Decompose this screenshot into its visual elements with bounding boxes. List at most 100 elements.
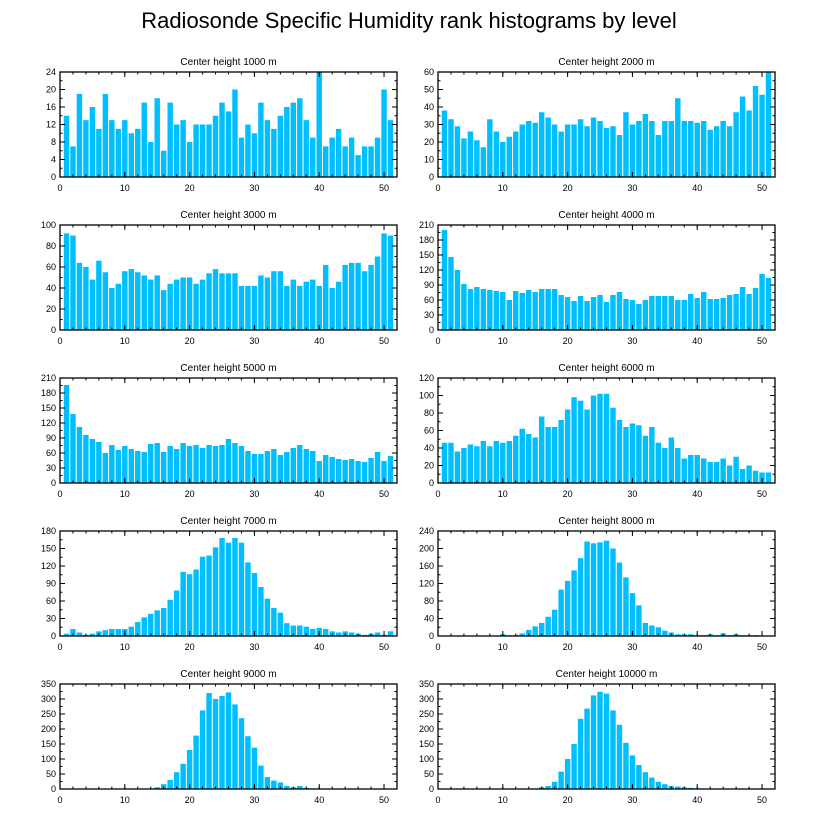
histogram-bar (63, 385, 70, 483)
x-tick-label: 40 (692, 489, 702, 499)
histogram-bar (694, 455, 700, 483)
y-tick-label: 90 (46, 579, 56, 589)
histogram-bar (368, 264, 374, 330)
histogram-bar (89, 439, 96, 483)
histogram-bar (597, 121, 603, 177)
y-tick-label: 24 (46, 67, 56, 77)
histogram-bar (681, 458, 687, 483)
y-tick-label: 100 (419, 391, 434, 401)
histogram-bar (277, 455, 284, 483)
histogram-bar (662, 784, 668, 789)
histogram-bar (148, 613, 154, 636)
histogram-bar (310, 137, 316, 178)
histogram-bar (493, 291, 500, 330)
histogram-bar (381, 461, 387, 483)
x-tick-label: 40 (314, 795, 324, 805)
y-tick-label: 120 (419, 579, 434, 589)
histogram-bar (759, 472, 765, 483)
histogram-bar (115, 450, 122, 483)
histogram-bar (193, 735, 199, 789)
histogram-bar (348, 632, 355, 636)
histogram-bar (655, 296, 662, 330)
histogram-bar (290, 102, 297, 178)
histogram-bar (577, 718, 584, 789)
x-tick-label: 30 (627, 183, 637, 193)
histogram-bar (649, 296, 655, 330)
histogram-bar (70, 146, 76, 178)
histogram-bar (590, 395, 597, 483)
histogram-bar (297, 98, 303, 177)
histogram-bar (297, 285, 303, 330)
panel-title: Center height 5000 m (180, 363, 276, 374)
histogram-bar (461, 448, 467, 483)
y-tick-label: 210 (41, 373, 56, 383)
histogram-bar (135, 128, 141, 178)
histogram-bar (500, 442, 506, 483)
histogram-bar (141, 102, 147, 178)
histogram-bar (102, 272, 109, 330)
histogram-bar (610, 126, 616, 177)
histogram-bar (538, 112, 545, 177)
histogram-bar (154, 275, 160, 330)
x-tick-label: 0 (435, 183, 440, 193)
x-tick-label: 50 (379, 183, 389, 193)
x-tick-label: 20 (563, 642, 573, 652)
histogram-bar (128, 269, 135, 330)
y-tick-label: 30 (424, 120, 434, 130)
histogram-bar (225, 692, 232, 789)
histogram-bar (564, 409, 571, 483)
histogram-bar (448, 442, 454, 483)
y-tick-label: 0 (429, 631, 434, 641)
histogram-bar (297, 445, 303, 483)
y-tick-label: 90 (424, 280, 434, 290)
histogram-bar (506, 300, 513, 330)
histogram-bar (603, 128, 610, 177)
histogram-bar (238, 718, 245, 789)
panel-title: Center height 2000 m (558, 57, 654, 68)
histogram-bar (545, 427, 551, 483)
histogram-bar (584, 409, 590, 483)
histogram-bar (180, 120, 186, 178)
histogram-bar (765, 72, 772, 177)
x-tick-label: 30 (627, 336, 637, 346)
panel-10: Center height 10000 m 0 10 20 30 40 50 0 50 100 15… (419, 669, 776, 805)
histogram-bar (597, 393, 603, 483)
histogram-bar (186, 750, 193, 789)
histogram-bar (688, 294, 694, 330)
histogram-bar (322, 455, 329, 483)
histogram-bar (160, 150, 167, 177)
y-tick-label: 350 (419, 679, 434, 689)
histogram-bar (199, 124, 206, 177)
histogram-bar (355, 461, 361, 483)
x-tick-label: 30 (627, 795, 637, 805)
histogram-bar (297, 625, 303, 636)
histogram-bar (500, 142, 506, 177)
panel-title: Center height 4000 m (558, 210, 654, 221)
x-tick-label: 50 (757, 489, 767, 499)
histogram-bar (558, 589, 564, 637)
y-tick-label: 40 (46, 283, 56, 293)
panel-title: Center height 9000 m (180, 669, 276, 680)
y-tick-label: 120 (419, 373, 434, 383)
x-tick-label: 50 (757, 336, 767, 346)
y-tick-label: 60 (46, 448, 56, 458)
histogram-bar (109, 288, 115, 330)
x-tick-label: 30 (627, 642, 637, 652)
histogram-bar (532, 292, 538, 330)
x-tick-label: 50 (757, 795, 767, 805)
x-tick-label: 50 (379, 489, 389, 499)
histogram-bar (102, 453, 109, 483)
y-tick-label: 160 (419, 561, 434, 571)
histogram-bar (154, 787, 160, 789)
panel-3: Center height 3000 m 0 10 20 30 40 50 0 20 40 60 80… (41, 210, 398, 346)
histogram-bar (83, 267, 89, 330)
histogram-bar (551, 124, 558, 177)
histogram-bar (303, 449, 309, 483)
y-tick-label: 0 (429, 478, 434, 488)
histogram-bar (739, 469, 746, 483)
histogram-bar (135, 622, 141, 636)
x-tick-label: 20 (563, 183, 573, 193)
y-tick-label: 30 (424, 310, 434, 320)
histogram-bar (441, 110, 448, 177)
